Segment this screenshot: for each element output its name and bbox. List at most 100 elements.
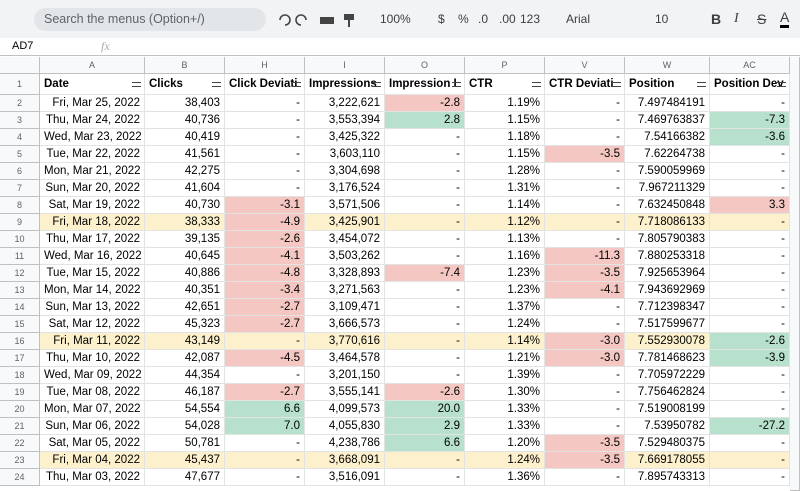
cell[interactable]: 42,087 xyxy=(145,350,225,367)
header-cell[interactable]: Date xyxy=(40,74,145,95)
cell[interactable]: Sun, Mar 06, 2022 xyxy=(40,418,145,435)
cell[interactable]: - xyxy=(225,367,305,384)
cell[interactable]: 1.14% xyxy=(465,333,545,350)
search-box[interactable] xyxy=(34,8,266,31)
cell[interactable]: 7.497484191 xyxy=(625,95,710,112)
cell[interactable]: - xyxy=(385,197,465,214)
cell[interactable]: -4.8 xyxy=(225,265,305,282)
cell[interactable]: 1.33% xyxy=(465,401,545,418)
cell[interactable]: - xyxy=(545,316,625,333)
row-number[interactable]: 8 xyxy=(0,197,40,214)
cell[interactable]: 1.12% xyxy=(465,214,545,231)
cell[interactable]: -3.5 xyxy=(545,265,625,282)
cell[interactable]: - xyxy=(385,452,465,469)
cell[interactable]: 1.39% xyxy=(465,367,545,384)
cell[interactable]: -7.4 xyxy=(385,265,465,282)
cell[interactable]: -3.1 xyxy=(225,197,305,214)
cell[interactable]: -11.3 xyxy=(545,248,625,265)
cell[interactable]: 50,781 xyxy=(145,435,225,452)
cell[interactable]: 2.8 xyxy=(385,112,465,129)
cell[interactable]: 54,554 xyxy=(145,401,225,418)
cell[interactable]: 7.552930078 xyxy=(625,333,710,350)
cell[interactable]: - xyxy=(385,282,465,299)
row-number[interactable]: 4 xyxy=(0,129,40,146)
row-number[interactable]: 7 xyxy=(0,180,40,197)
filter-icon[interactable] xyxy=(777,82,786,87)
cell[interactable]: - xyxy=(710,265,790,282)
percent-button[interactable]: % xyxy=(458,12,469,26)
cell[interactable]: 42,651 xyxy=(145,299,225,316)
cell[interactable]: Sat, Mar 19, 2022 xyxy=(40,197,145,214)
cell[interactable]: 3,770,616 xyxy=(305,333,385,350)
italic-button[interactable]: I xyxy=(734,11,739,26)
cell[interactable]: - xyxy=(545,299,625,316)
cell[interactable]: - xyxy=(545,95,625,112)
cell[interactable]: -3.4 xyxy=(225,282,305,299)
cell[interactable]: - xyxy=(710,214,790,231)
cell[interactable]: Thu, Mar 17, 2022 xyxy=(40,231,145,248)
cell[interactable]: -3.0 xyxy=(545,333,625,350)
cell[interactable]: - xyxy=(385,129,465,146)
column-letter[interactable]: A xyxy=(40,57,145,74)
cell[interactable]: Wed, Mar 16, 2022 xyxy=(40,248,145,265)
row-number[interactable]: 17 xyxy=(0,350,40,367)
cell[interactable]: 6.6 xyxy=(225,401,305,418)
cell[interactable]: 1.14% xyxy=(465,197,545,214)
cell[interactable]: Thu, Mar 10, 2022 xyxy=(40,350,145,367)
cell[interactable]: Mon, Mar 21, 2022 xyxy=(40,163,145,180)
cell[interactable]: 20.0 xyxy=(385,401,465,418)
cell[interactable]: - xyxy=(710,452,790,469)
filter-icon[interactable] xyxy=(212,82,221,87)
cell[interactable]: Fri, Mar 11, 2022 xyxy=(40,333,145,350)
cell[interactable]: Fri, Mar 18, 2022 xyxy=(40,214,145,231)
cell[interactable]: 7.781468623 xyxy=(625,350,710,367)
cell[interactable]: 7.805790383 xyxy=(625,231,710,248)
row-number[interactable]: 21 xyxy=(0,418,40,435)
cell[interactable]: Mon, Mar 07, 2022 xyxy=(40,401,145,418)
cell[interactable]: 38,403 xyxy=(145,95,225,112)
cell[interactable]: 4,238,786 xyxy=(305,435,385,452)
column-letter[interactable]: I xyxy=(305,57,385,74)
cell[interactable]: 1.19% xyxy=(465,95,545,112)
cell[interactable]: 7.943692969 xyxy=(625,282,710,299)
cell[interactable]: 7.895743313 xyxy=(625,469,710,486)
cell[interactable]: 38,333 xyxy=(145,214,225,231)
column-letter[interactable]: H xyxy=(225,57,305,74)
cell[interactable]: - xyxy=(545,367,625,384)
cell[interactable]: -2.7 xyxy=(225,384,305,401)
filter-icon[interactable] xyxy=(697,82,706,87)
cell[interactable]: 1.16% xyxy=(465,248,545,265)
increase-decimals[interactable]: .00 xyxy=(499,12,516,26)
cell[interactable]: 3,328,893 xyxy=(305,265,385,282)
cell[interactable]: 7.967211329 xyxy=(625,180,710,197)
row-number[interactable]: 16 xyxy=(0,333,40,350)
text-color-button[interactable]: A xyxy=(780,9,790,28)
cell[interactable]: Sat, Mar 05, 2022 xyxy=(40,435,145,452)
cell[interactable]: - xyxy=(225,469,305,486)
cell[interactable]: Thu, Mar 24, 2022 xyxy=(40,112,145,129)
cell[interactable]: 54,028 xyxy=(145,418,225,435)
cell[interactable]: Wed, Mar 09, 2022 xyxy=(40,367,145,384)
column-letter[interactable]: V xyxy=(545,57,625,74)
cell[interactable]: - xyxy=(545,163,625,180)
cell[interactable]: Fri, Mar 04, 2022 xyxy=(40,452,145,469)
cell[interactable]: 3.3 xyxy=(710,197,790,214)
toolbar-icons[interactable] xyxy=(276,12,360,28)
cell[interactable]: - xyxy=(545,214,625,231)
filter-icon[interactable] xyxy=(372,82,381,87)
cell[interactable]: Sun, Mar 20, 2022 xyxy=(40,180,145,197)
cell[interactable]: -7.3 xyxy=(710,112,790,129)
cell[interactable]: 3,503,262 xyxy=(305,248,385,265)
column-letter[interactable]: AC xyxy=(710,57,790,74)
bold-button[interactable]: B xyxy=(711,11,722,27)
cell[interactable]: 39,135 xyxy=(145,231,225,248)
undo-icon[interactable] xyxy=(279,14,291,26)
cell[interactable]: -27.2 xyxy=(710,418,790,435)
cell[interactable]: -3.0 xyxy=(545,350,625,367)
row-number[interactable]: 3 xyxy=(0,112,40,129)
row-number[interactable]: 12 xyxy=(0,265,40,282)
cell[interactable]: 3,304,698 xyxy=(305,163,385,180)
cell[interactable]: 3,201,150 xyxy=(305,367,385,384)
cell[interactable]: 1.15% xyxy=(465,146,545,163)
cell[interactable]: 41,604 xyxy=(145,180,225,197)
